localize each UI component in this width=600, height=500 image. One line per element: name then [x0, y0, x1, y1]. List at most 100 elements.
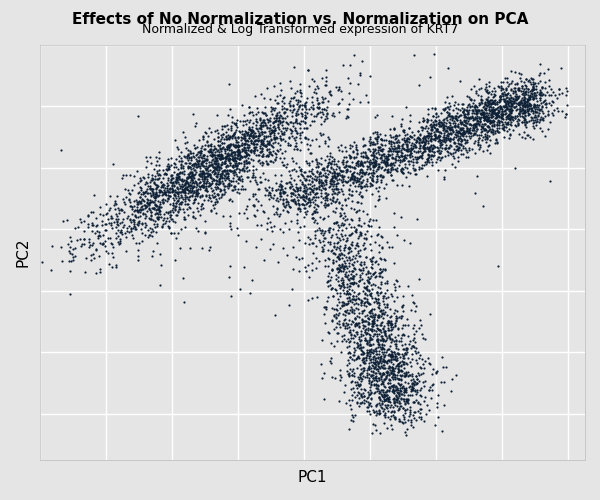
Point [163, 194, 173, 202]
Point [529, 75, 538, 83]
Point [371, 354, 381, 362]
Point [356, 364, 366, 372]
Point [486, 112, 496, 120]
Point [370, 369, 380, 377]
Point [254, 156, 264, 164]
Point [386, 131, 395, 139]
Point [392, 402, 402, 410]
Point [197, 170, 207, 177]
Point [176, 200, 186, 207]
Point [213, 159, 223, 167]
Point [307, 167, 316, 175]
Point [352, 150, 362, 158]
Point [216, 134, 226, 142]
Point [406, 306, 416, 314]
Point [378, 336, 388, 344]
Point [374, 300, 383, 308]
Point [380, 364, 389, 372]
Point [109, 244, 118, 252]
Point [311, 193, 320, 201]
Point [388, 370, 398, 378]
Point [245, 116, 255, 124]
Point [304, 196, 314, 204]
Point [514, 99, 523, 107]
Point [361, 317, 370, 325]
Point [484, 97, 493, 105]
Point [449, 154, 459, 162]
Point [190, 194, 200, 202]
Point [349, 168, 359, 176]
Point [418, 142, 428, 150]
Point [369, 408, 379, 416]
Point [344, 338, 354, 346]
Point [325, 168, 335, 176]
Point [221, 154, 230, 162]
Point [412, 142, 421, 150]
Point [338, 190, 348, 198]
Point [363, 318, 373, 326]
Point [477, 109, 487, 117]
Point [538, 114, 548, 122]
Point [431, 368, 441, 376]
Point [409, 423, 418, 431]
Point [230, 128, 239, 136]
Point [278, 94, 288, 102]
Point [320, 198, 330, 206]
Point [218, 166, 227, 174]
Point [472, 108, 482, 116]
Point [373, 134, 382, 141]
Point [489, 98, 499, 106]
Point [161, 188, 170, 196]
Point [281, 220, 290, 228]
Point [367, 256, 376, 264]
Point [241, 128, 250, 136]
Point [387, 425, 397, 433]
Point [353, 282, 363, 290]
Point [371, 400, 380, 408]
Point [323, 133, 333, 141]
Point [437, 353, 447, 361]
Point [511, 122, 521, 130]
Point [389, 372, 398, 380]
Point [349, 154, 359, 162]
Point [352, 143, 361, 151]
Point [331, 272, 341, 280]
Point [164, 162, 174, 170]
Point [301, 193, 310, 201]
Point [228, 186, 238, 194]
Point [389, 258, 398, 266]
Point [380, 396, 390, 404]
Point [372, 316, 382, 324]
Point [397, 418, 406, 426]
Point [322, 110, 331, 118]
Point [487, 108, 497, 116]
Point [418, 334, 428, 342]
Point [268, 202, 278, 210]
Point [237, 153, 247, 161]
Point [274, 114, 284, 122]
Point [342, 236, 352, 244]
Point [110, 218, 119, 226]
Point [499, 133, 509, 141]
Point [373, 188, 383, 196]
Point [106, 218, 116, 226]
Point [498, 96, 508, 104]
Point [403, 354, 413, 362]
Point [216, 164, 226, 172]
Point [223, 184, 233, 192]
Point [328, 166, 338, 173]
Point [449, 138, 458, 146]
Point [391, 156, 400, 164]
Point [314, 162, 323, 170]
Point [386, 376, 395, 384]
Point [153, 182, 163, 190]
Point [511, 90, 521, 98]
Point [135, 176, 145, 184]
Point [203, 163, 213, 171]
Point [234, 165, 244, 173]
Point [535, 106, 544, 114]
Point [211, 151, 220, 159]
Point [342, 289, 352, 297]
Point [230, 154, 240, 162]
Point [257, 138, 266, 146]
